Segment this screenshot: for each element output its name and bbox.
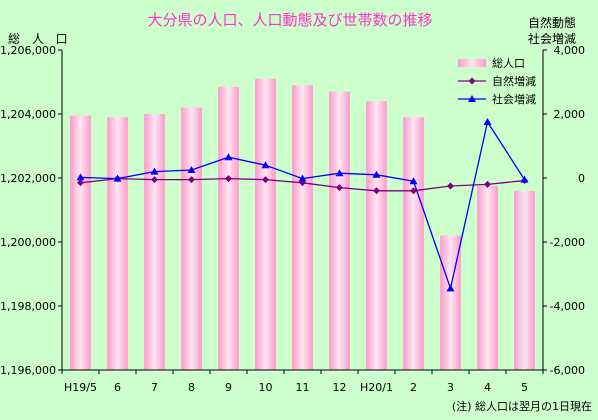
legend-label-総人口: 総人口 [492,56,525,70]
point-自然増減-7 [151,176,158,184]
chart-title: 大分県の人口、人口動態及び世帯数の推移 [147,11,432,29]
bar-12 [329,91,350,370]
legend-marker-自然増減 [468,77,476,85]
point-社会増減-12 [335,169,344,177]
bar-5 [514,190,535,370]
point-社会増減-7 [150,167,159,175]
x-tick-label: 12 [333,381,347,394]
point-社会増減-H20/1 [372,170,381,178]
legend-swatch-総人口 [458,59,486,67]
x-tick-label: H20/1 [360,381,393,394]
point-社会増減-3 [446,284,455,292]
right-axis-label-line1: 自然動態 [528,15,576,30]
x-tick-label: 5 [521,381,528,394]
point-自然増減-4 [484,180,491,188]
x-tick-label: 3 [447,381,454,394]
left-axis-label: 総 人 口 [8,32,72,46]
bar-4 [477,186,498,370]
left-tick-label: 1,200,000 [0,236,56,249]
x-tick-label: 2 [410,381,417,394]
right-tick-label: 4,000 [554,44,586,57]
x-tick-label: 10 [259,381,273,394]
left-tick-label: 1,198,000 [0,300,56,313]
point-自然増減-3 [447,182,454,190]
right-tick-label: -4,000 [550,300,585,313]
x-tick-label: 6 [114,381,121,394]
point-自然増減-2 [410,187,417,195]
point-社会増減-9 [224,153,233,161]
point-自然増減-12 [336,184,343,192]
point-自然増減-H19/5 [77,179,84,187]
point-社会増減-4 [483,118,492,125]
legend-label-社会増減: 社会増減 [492,92,536,106]
left-tick-label: 1,196,000 [0,364,56,377]
bar-3 [440,235,461,370]
right-tick-label: -6,000 [550,364,585,377]
point-社会増減-6 [113,174,122,182]
point-自然増減-H20/1 [373,187,380,195]
right-tick-label: 0 [578,172,585,185]
x-tick-label: 9 [225,381,232,394]
x-tick-label: 4 [484,381,491,394]
right-tick-label: 2,000 [554,108,586,121]
left-tick-label: 1,202,000 [0,172,56,185]
bar-8 [181,107,202,370]
bar-10 [255,78,276,371]
left-tick-label: 1,204,000 [0,108,56,121]
x-tick-label: 8 [188,381,195,394]
point-自然増減-10 [262,176,269,184]
bar-6 [107,117,128,370]
right-axis-label-line2: 社会増減 [528,31,576,46]
bar-7 [144,114,165,370]
point-社会増減-11 [298,174,307,182]
bar-11 [292,85,313,370]
bar-9 [218,86,239,371]
bar-H20/1 [366,101,387,370]
footnote: (注) 総人口は翌月の1日現在 [452,399,592,413]
bar-2 [403,117,424,370]
legend-label-自然増減: 自然増減 [492,74,536,88]
point-社会増減-2 [409,177,418,185]
point-社会増減-5 [520,175,529,183]
plot-area: 1,196,000 1,198,000 1,200,000 1,202,000 1,20… [0,44,585,394]
point-社会増減-10 [261,161,270,169]
x-tick-label: H19/5 [64,381,97,394]
x-tick-label: 11 [296,381,310,394]
point-社会増減-8 [187,166,196,173]
point-自然増減-8 [188,176,195,184]
left-tick-label: 1,206,000 [0,44,56,57]
point-自然増減-9 [225,175,232,183]
right-tick-label: -2,000 [550,236,585,249]
bar-H19/5 [70,115,91,370]
point-社会増減-H19/5 [76,173,85,181]
x-tick-label: 7 [151,381,158,394]
legend-marker-社会増減 [468,95,476,102]
